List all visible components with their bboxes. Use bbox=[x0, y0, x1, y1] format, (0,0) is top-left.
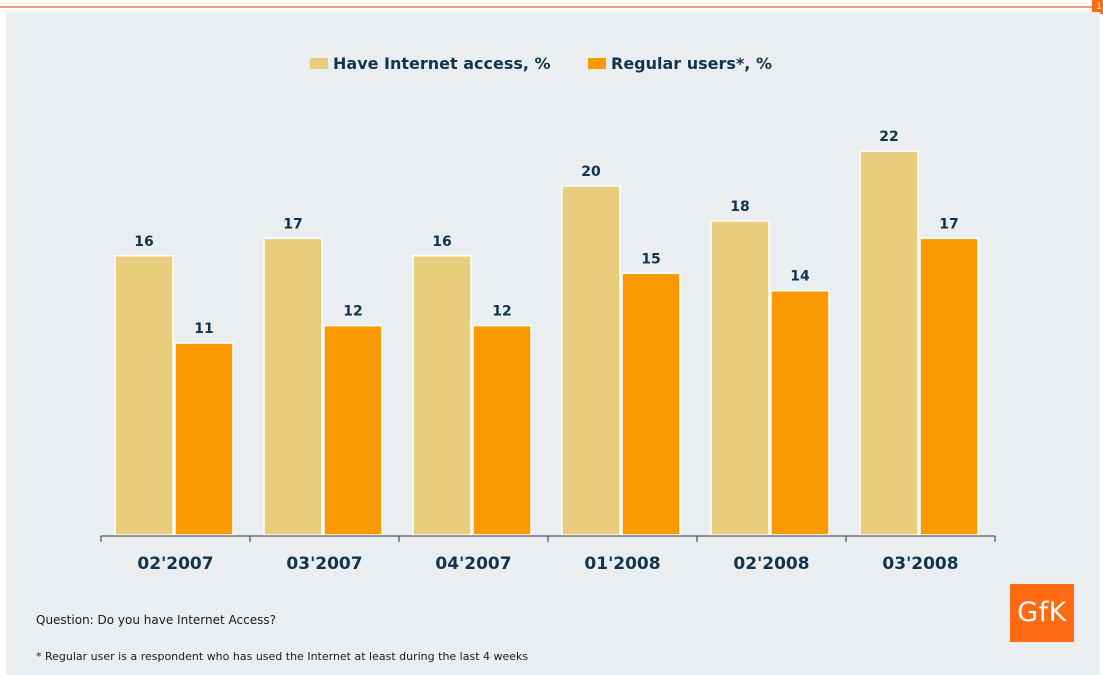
data-label: 15 bbox=[641, 251, 660, 267]
legend-label: Have Internet access, % bbox=[333, 54, 551, 73]
bar bbox=[174, 342, 234, 536]
data-label: 16 bbox=[432, 234, 451, 250]
bar bbox=[472, 324, 532, 536]
legend-label: Regular users*, % bbox=[611, 54, 772, 73]
data-label: 18 bbox=[730, 199, 749, 215]
data-label: 20 bbox=[581, 164, 601, 180]
data-label: 14 bbox=[790, 269, 810, 285]
data-label: 17 bbox=[939, 216, 958, 232]
data-label: 22 bbox=[879, 129, 898, 145]
bar bbox=[859, 150, 919, 536]
bar-chart: Have Internet access, % Regular users*, %… bbox=[100, 54, 996, 574]
footnote: * Regular user is a respondent who has u… bbox=[36, 650, 529, 663]
bar bbox=[561, 185, 621, 536]
x-tick-label: 04'2007 bbox=[435, 554, 511, 574]
header-rule bbox=[0, 6, 1092, 8]
data-label: 12 bbox=[343, 304, 362, 320]
x-tick-label: 02'2007 bbox=[137, 554, 213, 574]
page-number: 1 bbox=[1092, 0, 1103, 14]
bar bbox=[263, 237, 323, 536]
bar bbox=[621, 272, 681, 536]
legend-swatch bbox=[588, 58, 606, 69]
bar bbox=[710, 220, 770, 536]
data-label: 12 bbox=[492, 304, 511, 320]
question-note: Question: Do you have Internet Access? bbox=[36, 613, 276, 627]
bar bbox=[919, 237, 979, 536]
gfk-logo: GfK bbox=[1010, 584, 1074, 642]
bar bbox=[323, 324, 383, 536]
bar bbox=[770, 289, 830, 536]
bar bbox=[114, 255, 174, 536]
legend-swatch bbox=[310, 58, 328, 69]
x-tick-label: 01'2008 bbox=[584, 554, 660, 574]
data-label: 16 bbox=[134, 234, 153, 250]
data-label: 11 bbox=[194, 321, 213, 337]
x-tick-label: 03'2007 bbox=[286, 554, 362, 574]
bar bbox=[412, 255, 472, 536]
data-label: 17 bbox=[283, 216, 302, 232]
x-tick-label: 02'2008 bbox=[733, 554, 809, 574]
x-tick-label: 03'2008 bbox=[882, 554, 958, 574]
